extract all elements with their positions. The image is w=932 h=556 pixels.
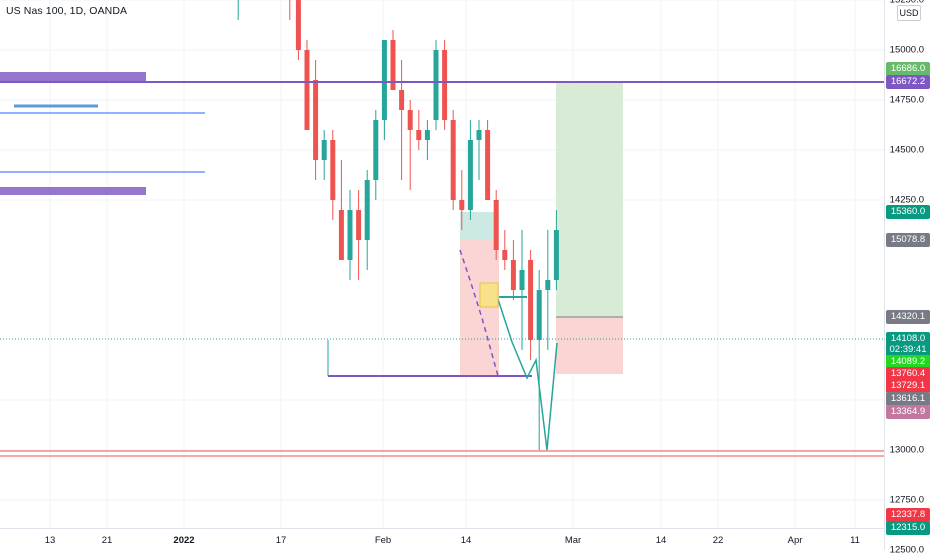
time-tick: 14: [460, 535, 472, 546]
candle-body: [510, 260, 516, 290]
candle-body: [450, 120, 456, 200]
candle-body: [390, 40, 396, 90]
candle-body: [485, 130, 491, 200]
price-tick: 15000.0: [889, 44, 924, 56]
price-label-badge: 13760.4: [886, 367, 930, 381]
candle-body: [338, 210, 344, 260]
candle-body: [373, 120, 379, 180]
time-tick: 14: [655, 535, 667, 546]
candle-body: [442, 50, 448, 120]
time-tick: Mar: [564, 535, 582, 546]
time-tick: 21: [101, 535, 113, 546]
candle-body: [347, 210, 353, 260]
candle-body: [553, 230, 559, 280]
price-label-badge: 02:39:41: [886, 343, 930, 357]
candle-body: [381, 40, 387, 120]
price-tick: 12750.0: [889, 494, 924, 506]
price-chart[interactable]: [0, 0, 884, 528]
price-label-badge: 16672.2: [886, 75, 930, 89]
symbol-legend[interactable]: US Nas 100, 1D, OANDA: [6, 5, 128, 17]
candle-body: [364, 180, 370, 240]
candle-body: [295, 0, 301, 50]
price-tick: 14750.0: [889, 94, 924, 106]
price-label-badge: 13616.1: [886, 392, 930, 406]
candle-body: [476, 130, 482, 140]
time-tick: Apr: [787, 535, 803, 546]
price-label-badge: 15360.0: [886, 205, 930, 219]
candle-body: [304, 50, 310, 130]
drawings-foreground: [0, 81, 884, 457]
candle-body: [407, 110, 413, 130]
price-label-badge: 14320.1: [886, 310, 930, 324]
supply-zone-box: [0, 72, 146, 81]
long-position-stop-zone: [556, 317, 623, 374]
time-tick: 13: [44, 535, 56, 546]
candle-body: [399, 90, 405, 110]
time-tick: 11: [850, 535, 860, 546]
price-label-badge: 16686.0: [886, 62, 930, 76]
highlight-box: [479, 282, 499, 308]
time-tick: 17: [275, 535, 287, 546]
price-tick: 13000.0: [889, 444, 924, 456]
candle-body: [424, 130, 430, 140]
price-label-badge: 14108.0: [886, 332, 930, 346]
candle-body: [545, 280, 551, 290]
time-tick: 2022: [173, 535, 195, 546]
candle-body: [313, 80, 319, 160]
time-scale[interactable]: 13 21 2022 17 Feb 14 Mar 14 22 Apr 11: [0, 528, 884, 550]
price-tick: 12500.0: [889, 544, 924, 556]
candle-body: [459, 200, 465, 210]
candle-body: [321, 140, 327, 160]
price-label-badge: 12315.0: [886, 521, 930, 535]
price-label-badge: 14089.2: [886, 355, 930, 369]
chart-pane[interactable]: US Nas 100, 1D, OANDA: [0, 0, 884, 528]
projection-dashed-line: [459, 249, 499, 377]
price-label-badge: 13364.9: [886, 405, 930, 419]
time-tick: Feb: [374, 535, 392, 546]
short-position-target-zone: [460, 212, 499, 240]
candle-body: [502, 250, 508, 260]
candle-body: [330, 140, 336, 200]
price-label-badge: 15078.8: [886, 233, 930, 247]
currency-label[interactable]: USD: [897, 5, 921, 21]
candle-body: [519, 270, 525, 290]
drawings-background: [0, 72, 623, 377]
price-tick: 14250.0: [889, 194, 924, 206]
candle-body: [493, 200, 499, 250]
candle-body: [467, 140, 473, 210]
candle-body: [416, 130, 422, 140]
price-label-badge: 13729.1: [886, 379, 930, 393]
long-position-target-zone: [556, 82, 623, 317]
candles: [237, 0, 559, 450]
candle-body: [356, 210, 362, 240]
candle-body: [536, 290, 542, 340]
demand-zone-box: [0, 187, 146, 195]
path-projection-line: [494, 289, 558, 451]
price-tick: 14500.0: [889, 144, 924, 156]
candle-body: [433, 50, 439, 120]
candle-body: [528, 260, 534, 340]
price-scale[interactable]: 17250.017000.016750.016500.016250.016000…: [884, 0, 932, 556]
price-tick: 15250.0: [889, 0, 924, 6]
time-tick: 22: [712, 535, 724, 546]
price-label-badge: 12337.8: [886, 508, 930, 522]
